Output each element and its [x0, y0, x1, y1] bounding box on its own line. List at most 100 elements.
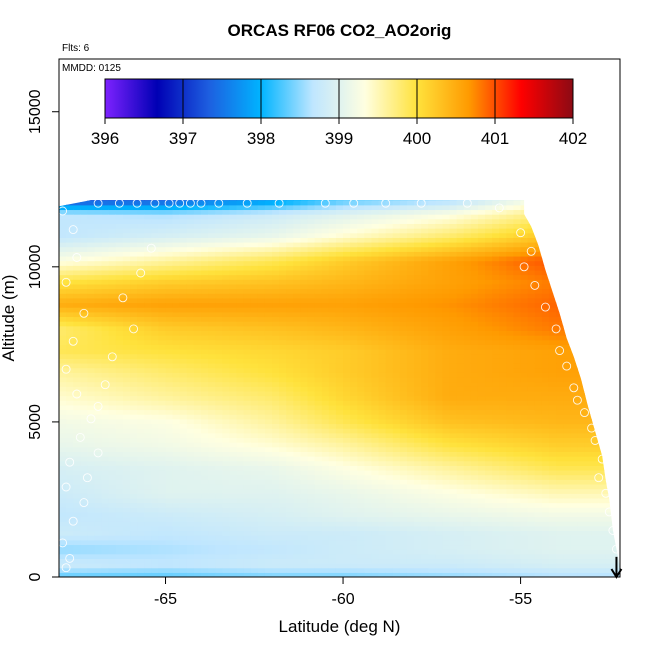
heatmap-cell: [399, 558, 408, 564]
heatmap-cell: [378, 223, 387, 229]
heatmap-cell: [449, 325, 458, 331]
heatmap-cell: [314, 535, 323, 541]
heatmap-cell: [321, 302, 330, 308]
heatmap-cell: [463, 479, 472, 485]
heatmap-cell: [94, 479, 103, 485]
heatmap-cell: [122, 204, 131, 211]
heatmap-cell: [470, 400, 479, 406]
heatmap-cell: [406, 400, 415, 406]
heatmap-cell: [208, 344, 216, 350]
heatmap-cell: [477, 386, 486, 392]
heatmap-cell: [421, 418, 429, 425]
heatmap-cell: [449, 502, 458, 508]
heatmap-cell: [73, 400, 81, 406]
heatmap-cell: [172, 395, 181, 401]
heatmap-cell: [328, 255, 337, 262]
heatmap-cell: [335, 376, 344, 383]
heatmap-cell: [257, 404, 266, 411]
heatmap-cell: [87, 553, 96, 559]
heatmap-cell: [357, 330, 365, 336]
heatmap-cell: [335, 409, 344, 415]
heatmap-cell: [73, 260, 81, 266]
heatmap-cell: [414, 465, 422, 471]
heatmap-cell: [186, 535, 195, 541]
heatmap-cell: [87, 414, 96, 420]
heatmap-cell: [101, 553, 110, 559]
heatmap-cell: [186, 311, 195, 318]
heatmap-cell: [378, 353, 387, 359]
heatmap-cell: [94, 483, 103, 490]
heatmap-cell: [215, 390, 223, 397]
heatmap-cell: [272, 297, 280, 304]
heatmap-cell: [435, 381, 444, 387]
heatmap-cell: [428, 525, 436, 532]
heatmap-cell: [165, 539, 174, 546]
heatmap-cell: [186, 330, 195, 336]
heatmap-cell: [243, 428, 252, 434]
heatmap-cell: [108, 311, 117, 318]
heatmap-cell: [428, 442, 436, 448]
heatmap-cell: [314, 497, 323, 504]
heatmap-cell: [172, 255, 181, 262]
heatmap-cell: [264, 563, 273, 569]
heatmap-cell: [314, 539, 323, 546]
heatmap-cell: [385, 404, 394, 411]
heatmap-cell: [406, 386, 415, 392]
heatmap-cell: [364, 349, 373, 355]
heatmap-cell: [59, 539, 67, 546]
heatmap-cell: [364, 409, 373, 415]
heatmap-cell: [264, 456, 273, 462]
heatmap-cell: [172, 316, 181, 322]
heatmap-cell: [307, 488, 316, 494]
heatmap-cell: [477, 349, 486, 355]
heatmap-cell: [165, 209, 174, 215]
heatmap-cell: [59, 349, 67, 355]
heatmap-cell: [66, 228, 74, 234]
heatmap-cell: [399, 544, 408, 550]
heatmap-cell: [80, 423, 88, 429]
heatmap-cell: [87, 418, 96, 425]
heatmap-cell: [229, 339, 238, 345]
heatmap-cell: [378, 525, 387, 532]
heatmap-cell: [378, 228, 387, 234]
heatmap-cell: [456, 204, 465, 211]
heatmap-cell: [392, 311, 401, 318]
heatmap-cell: [357, 390, 365, 397]
heatmap-cell: [73, 353, 81, 359]
heatmap-cell: [158, 325, 167, 331]
heatmap-cell: [272, 539, 280, 546]
heatmap-cell: [357, 479, 365, 485]
heatmap-cell: [357, 279, 365, 285]
heatmap-cell: [378, 446, 387, 452]
heatmap-cell: [236, 293, 245, 299]
heatmap-cell: [144, 288, 152, 294]
heatmap-cell: [371, 558, 380, 564]
heatmap-cell: [250, 572, 259, 577]
heatmap-cell: [428, 544, 436, 550]
heatmap-cell: [59, 307, 67, 313]
heatmap-cell: [428, 325, 436, 331]
heatmap-cell: [371, 563, 380, 569]
heatmap-cell: [399, 456, 408, 462]
heatmap-cell: [87, 572, 96, 577]
heatmap-cell: [108, 507, 117, 513]
heatmap-cell: [279, 311, 287, 318]
heatmap-cell: [144, 572, 152, 577]
heatmap-cell: [179, 358, 188, 364]
heatmap-cell: [406, 502, 415, 508]
heatmap-cell: [186, 451, 195, 457]
heatmap-cell: [73, 456, 81, 462]
heatmap-cell: [392, 456, 401, 462]
heatmap-cell: [335, 390, 344, 397]
heatmap-cell: [470, 572, 479, 577]
heatmap-cell: [435, 479, 444, 485]
heatmap-cell: [151, 255, 160, 262]
heatmap-cell: [122, 344, 131, 350]
heatmap-cell: [222, 474, 231, 480]
heatmap-cell: [279, 353, 287, 359]
heatmap-cell: [59, 390, 67, 397]
heatmap-cell: [314, 218, 323, 224]
heatmap-cell: [392, 246, 401, 252]
heatmap-cell: [87, 214, 96, 220]
heatmap-cell: [364, 549, 373, 555]
